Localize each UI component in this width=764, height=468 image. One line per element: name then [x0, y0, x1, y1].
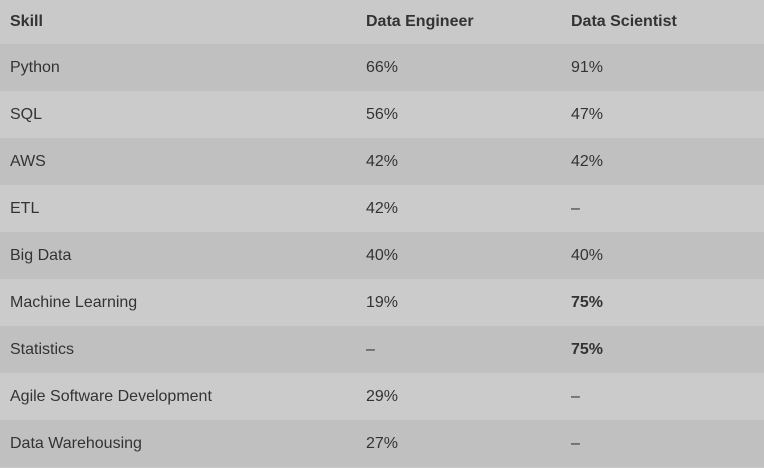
skill-cell: Data Warehousing [0, 420, 356, 467]
data-scientist-cell: 42% [561, 138, 764, 185]
data-scientist-cell: 91% [561, 44, 764, 91]
data-engineer-cell: 40% [356, 232, 561, 279]
data-scientist-cell: – [561, 373, 764, 420]
table-row: Agile Software Development 29% – [0, 373, 764, 420]
table-row: AWS 42% 42% [0, 138, 764, 185]
skill-cell: AWS [0, 138, 356, 185]
data-engineer-cell: – [356, 326, 561, 373]
table-body: Python 66% 91% SQL 56% 47% AWS 42% 42% ETL 42% – Big… [0, 44, 764, 467]
table-row: SQL 56% 47% [0, 91, 764, 138]
data-scientist-cell: 47% [561, 91, 764, 138]
data-engineer-cell: 66% [356, 44, 561, 91]
skill-cell: Python [0, 44, 356, 91]
skill-cell: SQL [0, 91, 356, 138]
data-scientist-cell: – [561, 420, 764, 467]
table-row: Data Warehousing 27% – [0, 420, 764, 467]
header-skill: Skill [0, 0, 356, 44]
table-row: ETL 42% – [0, 185, 764, 232]
table-row: Statistics –75% [0, 326, 764, 373]
data-scientist-cell: 40% [561, 232, 764, 279]
data-scientist-cell: 75% [561, 326, 764, 373]
table-header: Skill Data Engineer Data Scientist [0, 0, 764, 44]
data-engineer-cell: 42% [356, 185, 561, 232]
table-row: Python 66% 91% [0, 44, 764, 91]
skill-cell: Machine Learning [0, 279, 356, 326]
header-row: Skill Data Engineer Data Scientist [0, 0, 764, 44]
data-engineer-cell: 29% [356, 373, 561, 420]
data-scientist-cell: 75% [561, 279, 764, 326]
data-engineer-cell: 19% [356, 279, 561, 326]
skill-cell: Agile Software Development [0, 373, 356, 420]
skill-cell: Statistics [0, 326, 356, 373]
header-data-engineer: Data Engineer [356, 0, 561, 44]
skill-cell: Big Data [0, 232, 356, 279]
data-engineer-cell: 56% [356, 91, 561, 138]
data-scientist-cell: – [561, 185, 764, 232]
skill-cell: ETL [0, 185, 356, 232]
header-data-scientist: Data Scientist [561, 0, 764, 44]
table-row: Big Data 40% 40% [0, 232, 764, 279]
data-engineer-cell: 42% [356, 138, 561, 185]
data-engineer-cell: 27% [356, 420, 561, 467]
table-row: Machine Learning 19% 75% [0, 279, 764, 326]
